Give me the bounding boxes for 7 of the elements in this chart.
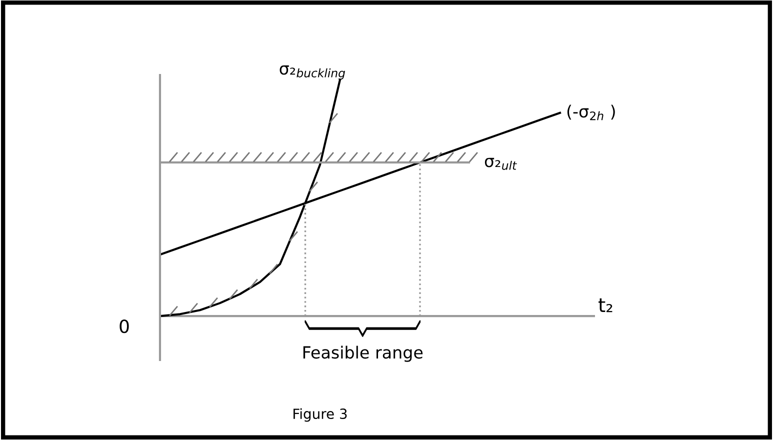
text: 0	[120, 319, 129, 334]
series-label: (-σ$_{2h}$ )	[567, 104, 615, 120]
ref-line-label: σ₂$_{ult}$	[484, 158, 517, 170]
x-axis-title: t₂	[598, 298, 612, 312]
text: Feasible range	[303, 346, 423, 362]
series-label: σ₂$_{buckling}$	[280, 65, 346, 80]
caption: Figure 3	[294, 408, 347, 422]
